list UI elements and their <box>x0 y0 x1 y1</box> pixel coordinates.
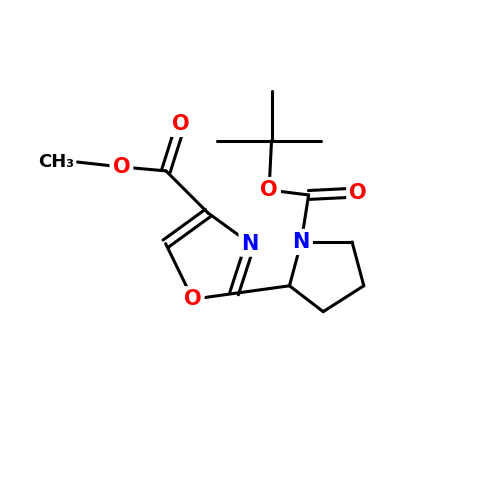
Text: O: O <box>112 157 130 177</box>
Text: N: N <box>242 234 259 254</box>
Text: O: O <box>172 114 190 134</box>
Text: O: O <box>260 180 278 200</box>
Text: N: N <box>292 232 310 252</box>
Text: O: O <box>350 182 367 203</box>
Text: O: O <box>184 289 202 309</box>
Text: CH₃: CH₃ <box>38 153 74 171</box>
